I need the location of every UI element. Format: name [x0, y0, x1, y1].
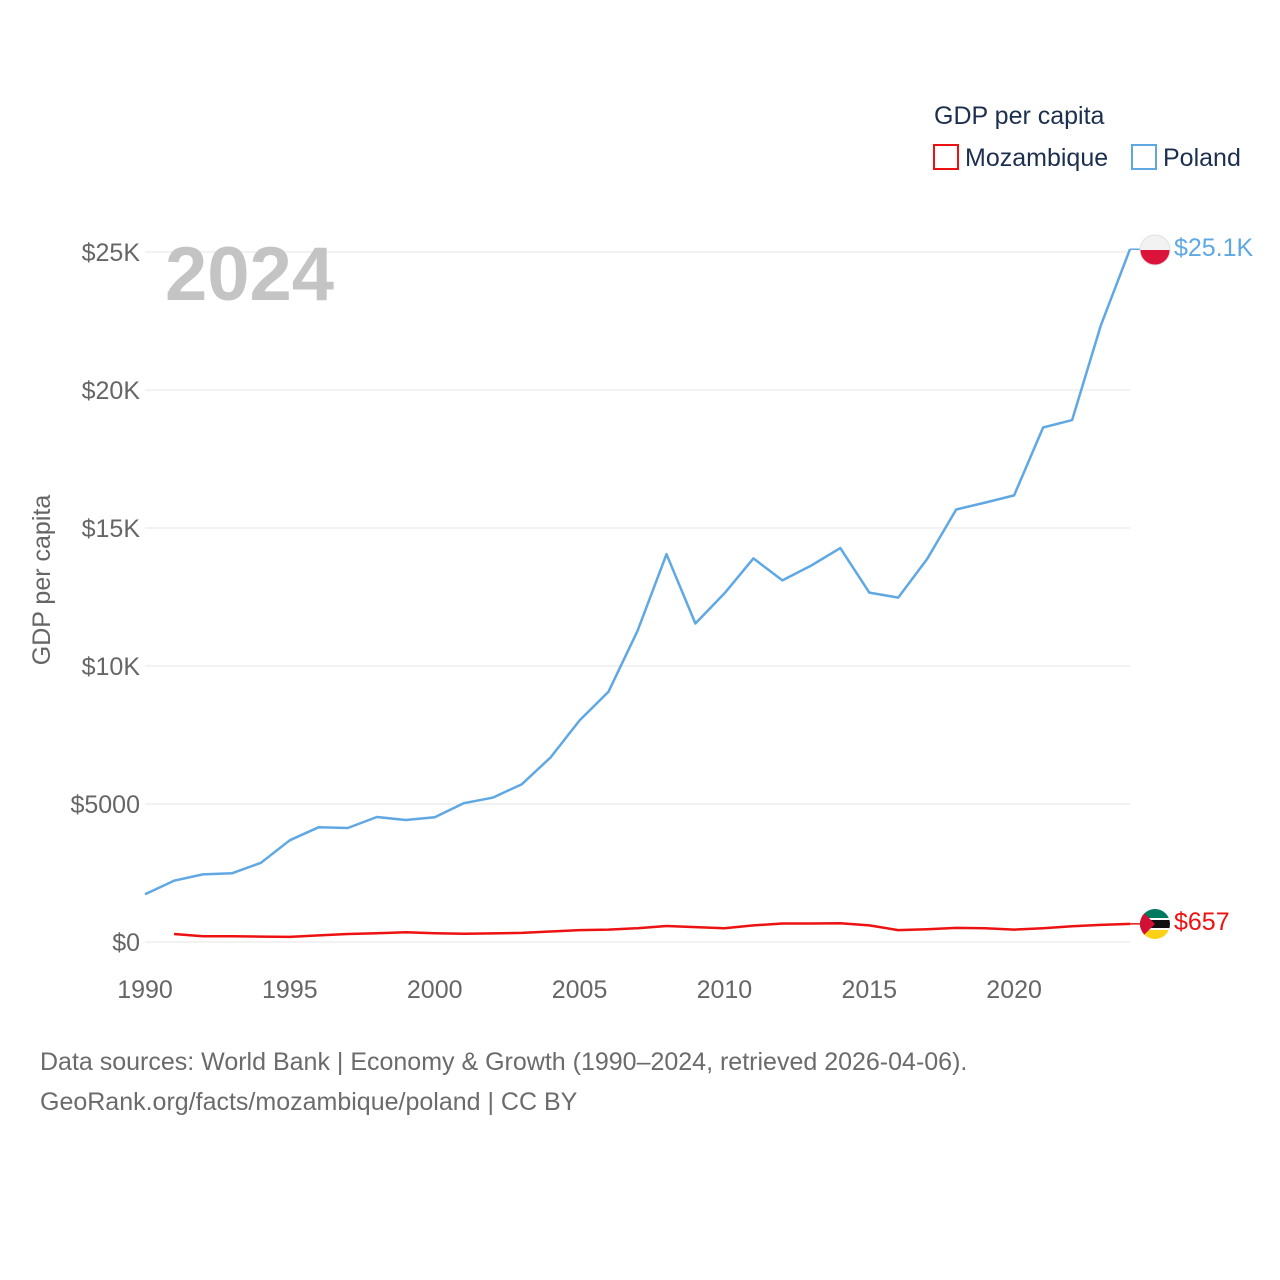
legend: GDP per capita Mozambique Poland: [933, 102, 1241, 172]
y-tick-label: $10K: [82, 653, 141, 681]
x-tick-label: 1995: [262, 976, 318, 1004]
x-tick-label: 2010: [697, 976, 753, 1004]
legend-label-poland[interactable]: Poland: [1163, 144, 1241, 172]
x-tick-label: 2015: [841, 976, 897, 1004]
series-lines: [144, 248, 1140, 939]
y-axis-label: GDP per capita: [28, 495, 56, 666]
y-tick-label: $15K: [82, 515, 141, 543]
credit-link[interactable]: GeoRank.org/facts/mozambique/poland | CC…: [40, 1088, 578, 1116]
x-tick-label: 2000: [407, 976, 463, 1004]
x-axis-ticks: 1990 1995 2000 2005 2010 2015 2020: [117, 976, 1042, 1004]
poland-flag-icon: [1140, 235, 1170, 265]
poland-end-marker: $25.1K: [1139, 234, 1254, 266]
x-tick-label: 1990: [117, 976, 173, 1004]
y-tick-label: $25K: [82, 239, 141, 267]
legend-title: GDP per capita: [934, 102, 1105, 130]
mozambique-end-marker: $657: [1140, 908, 1230, 939]
x-tick-label: 2020: [986, 976, 1042, 1004]
year-label: 2024: [165, 232, 334, 317]
y-tick-label: $20K: [82, 377, 141, 405]
poland-end-label: $25.1K: [1174, 234, 1254, 262]
series-line-poland: [144, 248, 1132, 896]
mozambique-flag-icon: [1140, 909, 1170, 939]
legend-swatch-poland[interactable]: [1131, 144, 1157, 170]
footer: Data sources: World Bank | Economy & Gro…: [40, 1042, 967, 1122]
mozambique-end-label: $657: [1174, 908, 1230, 936]
series-line-mozambique: [173, 921, 1131, 939]
y-axis-ticks: $0 $5000 $10K $15K $20K $25K: [70, 239, 140, 957]
y-tick-label: $5000: [70, 791, 140, 819]
x-tick-label: 2005: [552, 976, 608, 1004]
legend-label-mozambique[interactable]: Mozambique: [965, 144, 1108, 172]
y-tick-label: $0: [112, 929, 140, 957]
data-sources: Data sources: World Bank | Economy & Gro…: [40, 1048, 968, 1076]
gridlines: [145, 251, 1130, 943]
legend-swatch-mozambique[interactable]: [933, 144, 959, 170]
